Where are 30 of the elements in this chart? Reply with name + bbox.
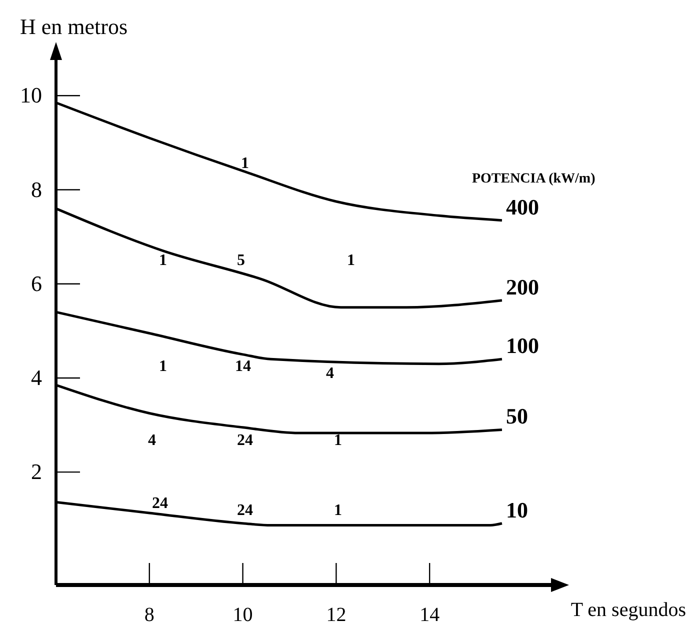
series-label: 200	[506, 274, 539, 300]
annotation: 24	[152, 495, 168, 512]
y-axis-title: H en metros	[20, 14, 128, 39]
x-axis-title: T en segundos	[570, 599, 686, 621]
annotation: 1	[159, 358, 167, 375]
annotation: 1	[241, 155, 249, 172]
annotation: 14	[235, 358, 251, 375]
series-label: 400	[506, 194, 539, 220]
annotation: 4	[326, 365, 334, 382]
annotation: 1	[334, 502, 342, 519]
y-tick-label: 6	[31, 270, 42, 296]
series-label: 10	[506, 497, 528, 522]
y-tick-label: 2	[31, 459, 42, 484]
legend-title: POTENCIA (kW/m)	[472, 171, 596, 186]
annotation: 1	[159, 252, 167, 269]
y-tick-label: 8	[31, 176, 42, 202]
annotation: 4	[148, 432, 156, 449]
x-tick-label: 14	[420, 604, 440, 623]
x-tick-label: 10	[232, 604, 253, 623]
x-tick-label: 12	[326, 604, 346, 623]
annotation: 24	[237, 502, 253, 519]
annotation: 24	[237, 432, 253, 449]
series-label: 100	[506, 333, 539, 358]
annotation: 5	[237, 252, 245, 269]
y-tick-label: 4	[31, 365, 42, 390]
series-label: 50	[506, 404, 528, 429]
annotation: 1	[334, 432, 342, 449]
x-tick-label: 8	[144, 604, 154, 623]
y-tick-label: 10	[20, 82, 42, 108]
annotation: 1	[347, 252, 355, 269]
